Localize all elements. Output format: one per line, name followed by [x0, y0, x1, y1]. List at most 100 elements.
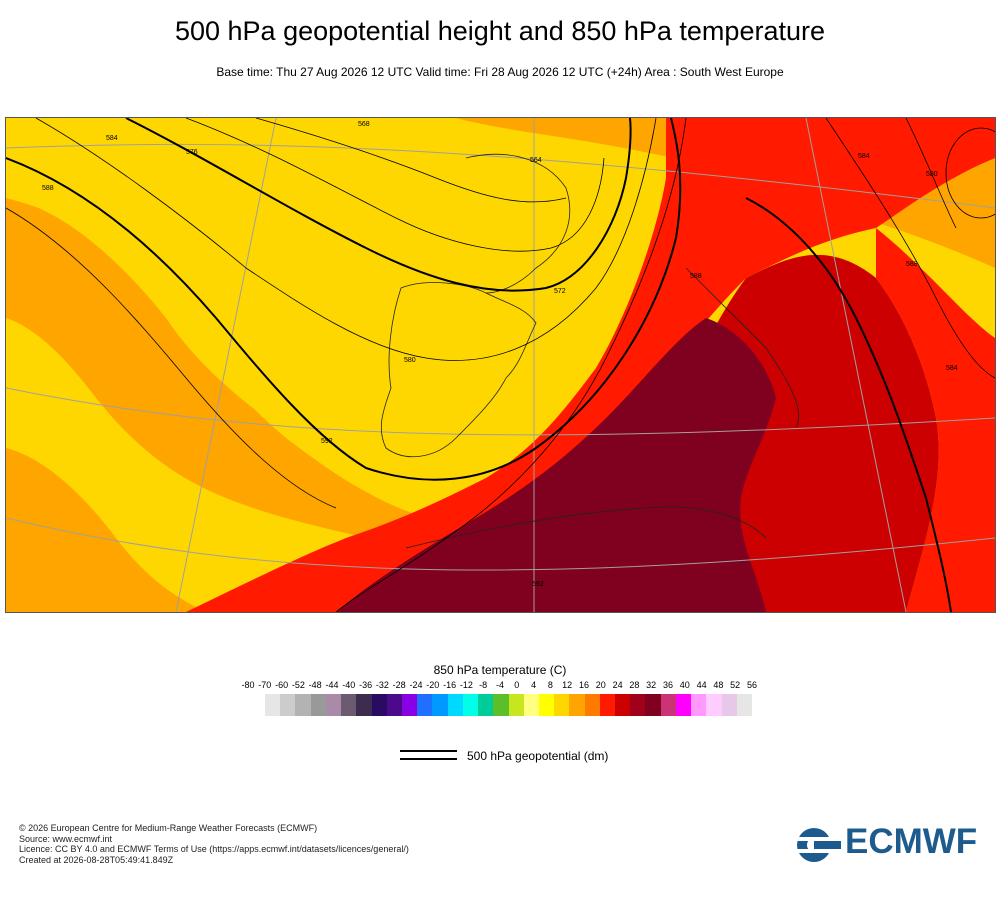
copyright-text: © 2026 European Centre for Medium-Range …: [19, 823, 318, 833]
licence-text: Licence: CC BY 4.0 and ECMWF Terms of Us…: [19, 844, 409, 854]
colorbar-tick-label: -4: [495, 680, 505, 690]
contour-label: 576: [186, 149, 198, 156]
contour-label: 564: [530, 157, 542, 164]
contour-label: 580: [926, 171, 938, 178]
colorbar-swatch: [386, 694, 402, 716]
colorbar-swatch: [584, 694, 600, 716]
colorbar-tick-label: -60: [275, 680, 289, 690]
colorbar-swatch: [417, 694, 433, 716]
colorbar-tick-label: 28: [629, 680, 640, 690]
colorbar-tick-label: -20: [426, 680, 440, 690]
legend-line-icon: [400, 748, 457, 762]
contour-label: 580: [404, 357, 416, 364]
colorbar-swatch: [310, 694, 326, 716]
colorbar-swatch: [508, 694, 524, 716]
contour-592-east: [745, 197, 952, 612]
colorbar-swatch: [401, 694, 418, 716]
graticule-line: [6, 517, 995, 571]
contour-584: [35, 118, 657, 361]
contour-588-east: [825, 118, 995, 379]
colorbar-tick-label: 12: [562, 680, 573, 690]
colorbar-swatch: [554, 694, 570, 716]
weather-map[interactable]: 588 584 576 572 580 568 564 592 588 584 …: [5, 117, 996, 613]
map-svg: 588 584 576 572 580 568 564 592 588 584 …: [6, 118, 995, 612]
colorbar-swatch: [675, 694, 692, 716]
temp-zone-16-20-center: [6, 118, 476, 518]
colorbar-tick-label: -16: [443, 680, 457, 690]
colorbar-swatch: [660, 694, 676, 716]
colorbar-title: 850 hPa temperature (C): [433, 663, 567, 677]
colorbar-tick-label: 32: [646, 680, 657, 690]
colorbar-tick-label: 16: [578, 680, 590, 690]
contour-580: [6, 207, 337, 509]
colorbar-tick-label: 4: [531, 680, 537, 690]
temp-zone-24-28: [186, 118, 995, 612]
colorbar-swatch: [630, 694, 646, 716]
france-coastline: [465, 153, 571, 294]
colorbar-swatch: [478, 694, 494, 716]
colorbar-tick-label: -70: [258, 680, 272, 690]
colorbar-swatch: [280, 694, 296, 716]
contour-labels: 588 584 576 572 580 568 564 592 588 584 …: [42, 121, 958, 588]
colorbar-tick-label: 40: [679, 680, 690, 690]
source-text: Source: www.ecmwf.int: [19, 833, 113, 844]
created-text: Created at 2026-08-28T05:49:41.849Z: [19, 854, 174, 865]
colorbar-tick-label: 8: [547, 680, 553, 690]
colorbar-ticks: -80 -70 -60 -52 -48 -44 -40 -36 -32 -28 -24 -20 -16-…: [240, 680, 760, 694]
colorbar-tick-label: 56: [746, 680, 758, 690]
chart-title: 500 hPa geopotential height and 850 hPa …: [174, 16, 825, 46]
iberia-coastline: [380, 282, 537, 458]
legend-label: 500 hPa geopotential (dm): [467, 749, 609, 763]
contour-label: 588: [690, 273, 702, 280]
colorbar-tick-label: -12: [459, 680, 473, 690]
contour-closed-east: [945, 127, 995, 219]
colorbar-tick-label: 24: [612, 680, 623, 690]
colorbar-swatch: [447, 694, 463, 716]
graticule-line: [6, 387, 995, 436]
colorbar-swatch: [325, 694, 342, 716]
colorbar-tick-label: -48: [308, 680, 322, 690]
contour-label: 568: [358, 121, 370, 128]
chart-subtitle: Base time: Thu 27 Aug 2026 12 UTC Valid …: [216, 65, 784, 79]
ecmwf-logo[interactable]: ECMWF: [795, 822, 985, 864]
contour-588: [6, 118, 682, 481]
italy-coastline: [685, 267, 800, 429]
colorbar-swatch: [691, 694, 707, 716]
colorbar-tick-label: -40: [342, 680, 356, 690]
colorbar-swatch: [341, 694, 357, 716]
colorbar-swatch: [645, 694, 661, 716]
colorbar-tick-label: -36: [359, 680, 373, 690]
colorbar-swatch: [295, 694, 311, 716]
contour-label: 584: [946, 365, 958, 372]
colorbar-swatch: [462, 694, 479, 716]
colorbar-swatch: [356, 694, 372, 716]
temp-zone-20-24-southwest: [6, 448, 206, 612]
colorbar-swatch: [706, 694, 722, 716]
footer: © 2026 European Centre for Medium-Range …: [19, 823, 409, 865]
contour-label: 592: [321, 438, 333, 445]
contour-label: 584: [106, 135, 118, 142]
temp-zone-24-28-east: [876, 228, 995, 612]
colorbar-swatch: [538, 694, 555, 716]
colorbar-tick-label: 0: [514, 680, 520, 690]
colorbar-swatch: [432, 694, 448, 716]
contour-584-east: [905, 118, 957, 229]
colorbar-tick-label: 48: [713, 680, 724, 690]
colorbar-swatch: [721, 694, 737, 716]
colorbar-tick-label: -44: [325, 680, 339, 690]
contour-568: [255, 118, 567, 203]
contour-label: 588: [42, 185, 54, 192]
colorbar-swatch: [493, 694, 509, 716]
graticule-line: [175, 118, 277, 612]
colorbar-swatch: [569, 694, 585, 716]
colorbar-tick-label: 52: [730, 680, 741, 690]
ecmwf-logo-icon: [795, 828, 841, 862]
colorbar-swatch: [736, 694, 752, 716]
colorbar-tick-label: -80: [241, 680, 255, 690]
contour-label: 584: [858, 153, 870, 160]
ecmwf-logo-text: ECMWF: [845, 822, 978, 861]
contour-572: [185, 118, 605, 252]
colorbar-swatch: [615, 694, 631, 716]
graticule-line: [805, 118, 907, 612]
contour-label: 592: [532, 581, 544, 588]
